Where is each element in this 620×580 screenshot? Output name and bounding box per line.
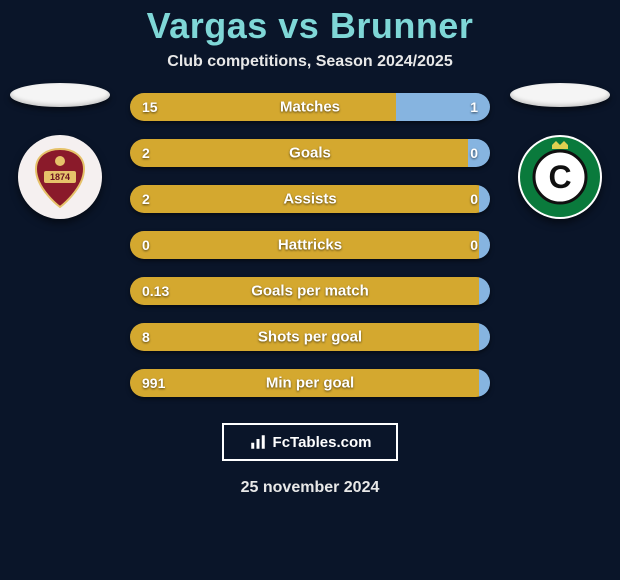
- left-side-badges: 1874: [0, 83, 120, 219]
- subtitle: Club competitions, Season 2024/2025: [167, 53, 452, 71]
- main-area: 1874 Matches151Goals20Assists20Hattricks…: [0, 93, 620, 397]
- stat-label: Hattricks: [278, 237, 342, 254]
- stat-value-left: 2: [142, 191, 150, 207]
- stat-row: Assists 2 0: [130, 185, 490, 213]
- bar-segment-left: [130, 93, 396, 121]
- title-player2: Brunner: [330, 5, 474, 46]
- hearts-crest-icon: 1874: [18, 135, 102, 219]
- stat-row: Hattricks 0 0: [130, 231, 490, 259]
- stat-label: Min per goal: [266, 375, 354, 392]
- stat-row: Shots per goal 8: [130, 323, 490, 351]
- stat-value-left: 991: [142, 375, 165, 391]
- title-player1: Vargas: [147, 5, 268, 46]
- svg-text:C: C: [548, 159, 571, 195]
- stat-label: Goals per match: [251, 283, 369, 300]
- bar-segment-right: [479, 185, 490, 213]
- stat-label: Assists: [283, 191, 336, 208]
- comparison-infographic: Vargas vs Brunner Club competitions, Sea…: [0, 0, 620, 580]
- stat-value-left: 0: [142, 237, 150, 253]
- stat-value-right: 0: [470, 145, 478, 161]
- stat-value-right: 1: [470, 99, 478, 115]
- stat-value-right: 0: [470, 191, 478, 207]
- stat-row: Matches 15 1: [130, 93, 490, 121]
- right-side-badges: C: [500, 83, 620, 219]
- bars-icon: [249, 433, 267, 451]
- stat-label: Shots per goal: [258, 329, 362, 346]
- page-title: Vargas vs Brunner: [147, 5, 474, 47]
- stat-value-left: 0.13: [142, 283, 169, 299]
- cercle-brugge-badge: C: [518, 135, 602, 219]
- title-vs: vs: [278, 5, 319, 46]
- stat-row: Goals per match 0.13: [130, 277, 490, 305]
- stat-value-left: 2: [142, 145, 150, 161]
- left-flag-oval: [10, 83, 110, 107]
- watermark: FcTables.com: [222, 423, 398, 461]
- bar-segment-right: [479, 231, 490, 259]
- date-label: 25 november 2024: [241, 479, 380, 497]
- stat-value-right: 0: [470, 237, 478, 253]
- stat-label: Matches: [280, 99, 340, 116]
- hearts-fc-badge: 1874: [18, 135, 102, 219]
- bar-segment-right: [479, 277, 490, 305]
- svg-text:1874: 1874: [50, 172, 70, 182]
- watermark-text: FcTables.com: [273, 434, 372, 451]
- stat-label: Goals: [289, 145, 331, 162]
- bar-segment-right: [479, 369, 490, 397]
- stat-bars-container: Matches151Goals20Assists20Hattricks00Goa…: [130, 93, 490, 397]
- cercle-crest-icon: C: [518, 135, 602, 219]
- stat-row: Goals 2 0: [130, 139, 490, 167]
- stat-row: Min per goal 991: [130, 369, 490, 397]
- right-flag-oval: [510, 83, 610, 107]
- stat-value-left: 8: [142, 329, 150, 345]
- bar-segment-right: [479, 323, 490, 351]
- stat-value-left: 15: [142, 99, 158, 115]
